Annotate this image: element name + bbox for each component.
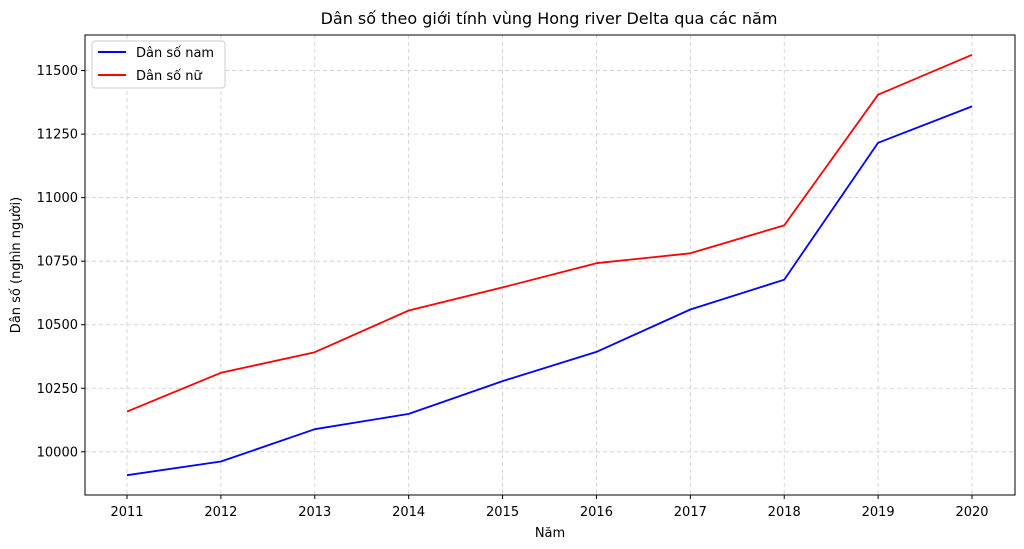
y-tick-label: 11000 bbox=[37, 191, 78, 206]
series-layer bbox=[126, 53, 973, 477]
y-tick-label: 11250 bbox=[37, 128, 78, 143]
x-tick-label: 2013 bbox=[298, 505, 331, 520]
legend: Dân số nam Dân số nữ bbox=[91, 40, 226, 89]
y-tick-label: 11500 bbox=[37, 64, 78, 79]
y-tick-label: 10750 bbox=[37, 255, 78, 270]
x-tick-label: 2014 bbox=[392, 505, 425, 520]
legend-label-nam: Dân số nam bbox=[136, 46, 214, 61]
plot-frame bbox=[84, 34, 1016, 496]
series-line-nu bbox=[126, 53, 973, 413]
x-tick-label: 2017 bbox=[674, 505, 707, 520]
series-line-nam bbox=[126, 105, 973, 477]
x-tick-label: 2015 bbox=[486, 505, 519, 520]
x-axis: 2011 2012 2013 2014 2015 2016 2017 2018 2019 2020 bbox=[110, 495, 989, 520]
y-tick-label: 10500 bbox=[37, 318, 78, 333]
x-tick-label: 2016 bbox=[580, 505, 613, 520]
y-tick-label: 10250 bbox=[37, 382, 78, 397]
grid bbox=[85, 35, 1015, 495]
x-tick-label: 2019 bbox=[862, 505, 895, 520]
x-tick-label: 2012 bbox=[204, 505, 237, 520]
chart-title: Dân số theo giới tính vùng Hong river De… bbox=[321, 9, 778, 28]
y-tick-label: 10000 bbox=[37, 445, 78, 460]
y-axis: 10000 10250 10500 10750 11000 11250 11500 bbox=[37, 64, 85, 460]
x-axis-label: Năm bbox=[535, 526, 565, 541]
x-tick-label: 2018 bbox=[768, 505, 801, 520]
x-tick-label: 2011 bbox=[110, 505, 143, 520]
y-axis-label: Dân số (nghìn người) bbox=[9, 197, 24, 333]
x-tick-label: 2020 bbox=[955, 505, 988, 520]
legend-label-nu: Dân số nữ bbox=[136, 69, 202, 84]
